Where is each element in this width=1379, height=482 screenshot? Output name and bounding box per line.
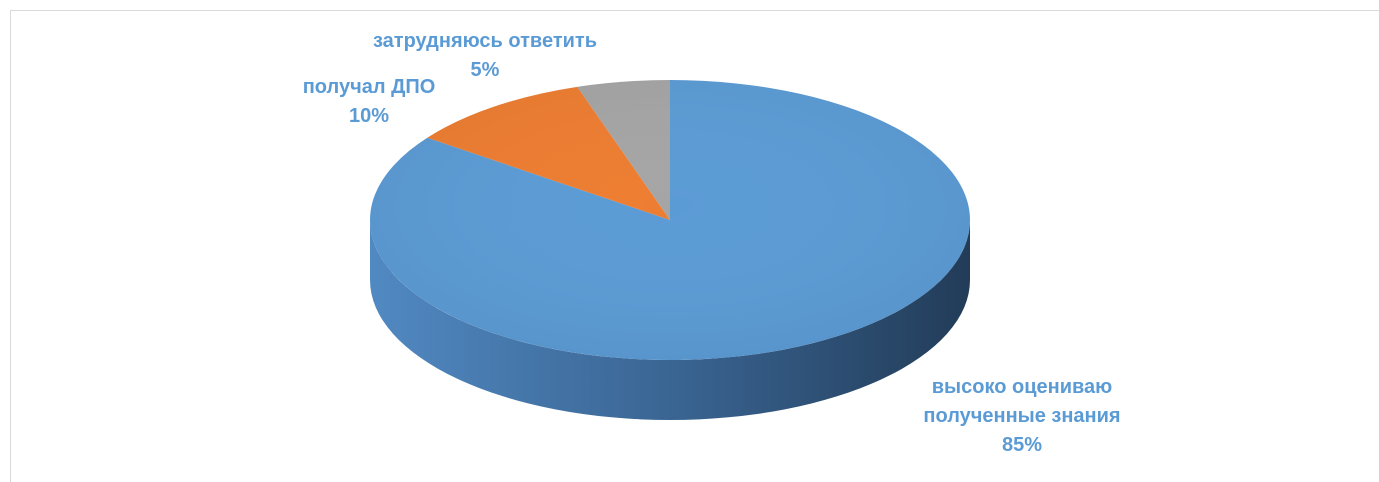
data-label-1: высоко оцениваю полученные знания 85% bbox=[923, 376, 1120, 456]
data-label-2: получал ДПО 10% bbox=[303, 76, 436, 127]
data-label-1-line-2: полученные знания bbox=[923, 405, 1120, 427]
pie-top bbox=[369, 80, 970, 360]
pie-side-wall bbox=[370, 220, 970, 420]
data-label-1-line-3: 85% bbox=[1002, 434, 1042, 456]
chart-area bbox=[10, 10, 1379, 482]
data-label-3: затрудняюсь ответить 5% bbox=[373, 30, 597, 81]
data-label-3-line-1: затрудняюсь ответить bbox=[373, 30, 597, 52]
data-label-2-line-2: 10% bbox=[349, 105, 389, 127]
data-label-3-line-2: 5% bbox=[471, 59, 500, 81]
pie-top-shading bbox=[370, 80, 970, 360]
data-label-2-line-1: получал ДПО bbox=[303, 76, 436, 98]
data-label-1-line-1: высоко оцениваю bbox=[932, 376, 1112, 398]
pie-labels: высоко оцениваю полученные знания 85% получ… bbox=[303, 30, 1121, 456]
pie-side bbox=[370, 220, 970, 420]
